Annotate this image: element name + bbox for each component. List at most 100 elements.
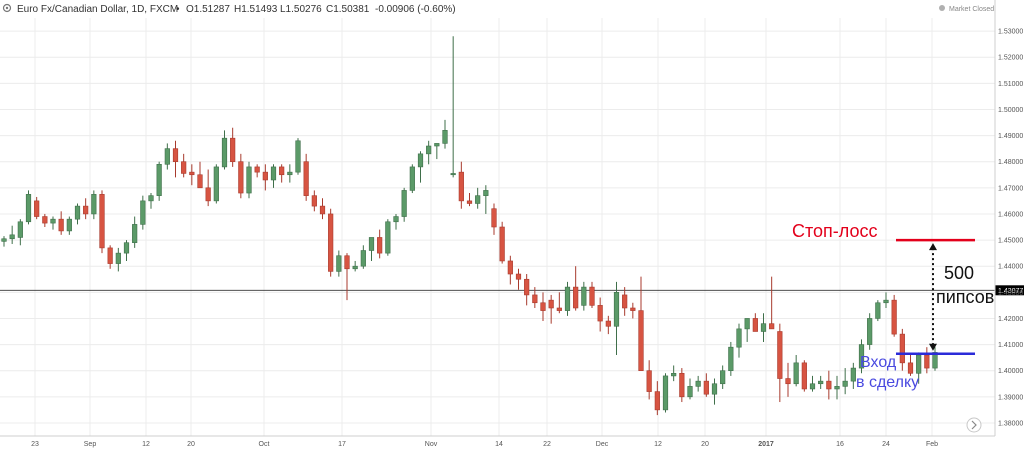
- candle: [818, 375, 824, 389]
- candle-body: [115, 252, 121, 264]
- candle: [115, 247, 121, 272]
- y-tick-label: 1.43000: [998, 290, 1023, 297]
- candle-body: [181, 161, 187, 174]
- candle-body: [475, 195, 481, 204]
- candle: [295, 138, 301, 175]
- y-tick-label: 1.48000: [998, 159, 1023, 166]
- y-tick-label: 1.46000: [998, 211, 1023, 218]
- candle: [34, 196, 40, 220]
- candle: [458, 161, 464, 209]
- candle: [720, 365, 726, 389]
- candle-body: [491, 208, 497, 228]
- candle: [205, 169, 211, 207]
- candle: [564, 281, 571, 316]
- y-tick-label: 1.45000: [998, 238, 1023, 245]
- horizontal-price-line: 1.43077: [0, 285, 1024, 296]
- candle: [573, 266, 579, 311]
- y-tick-label: 1.39000: [998, 394, 1023, 401]
- candle-body: [409, 166, 415, 191]
- candle: [891, 294, 897, 337]
- candle-body: [622, 294, 628, 309]
- candle-body: [932, 352, 938, 369]
- candle: [711, 378, 718, 405]
- y-tick-label: 1.41000: [998, 342, 1023, 349]
- candle: [25, 190, 32, 225]
- candle: [254, 164, 260, 178]
- candle: [246, 161, 252, 199]
- ohlc-low: L1.50276: [280, 4, 322, 15]
- candle: [303, 153, 309, 201]
- candle: [360, 245, 366, 269]
- candle-body: [777, 331, 783, 379]
- candle: [197, 161, 203, 189]
- candle-body: [189, 171, 195, 176]
- candle-body: [883, 299, 889, 304]
- candle: [769, 276, 775, 330]
- candle: [123, 240, 130, 261]
- market-status: Market Closed: [939, 5, 994, 13]
- candle-body: [254, 166, 260, 173]
- candle: [899, 328, 905, 371]
- candle: [17, 219, 23, 246]
- candle: [409, 164, 415, 194]
- symbol-title: Euro Fx/Canadian Dollar, 1D, FXCM: [17, 4, 178, 15]
- candle-body: [744, 318, 750, 330]
- chevron-right-icon: [971, 420, 977, 430]
- candle: [907, 355, 914, 376]
- y-tick-label: 1.40000: [998, 368, 1023, 375]
- y-tick-label: 1.42000: [998, 316, 1023, 323]
- header-dot: •: [176, 4, 180, 15]
- candle: [801, 360, 807, 392]
- candle-body: [205, 187, 211, 202]
- candle-body: [630, 307, 636, 311]
- ohlc-open: O1.51287: [186, 4, 230, 15]
- candle-body: [140, 200, 146, 225]
- x-tick-label: 22: [543, 441, 551, 448]
- candle: [270, 164, 277, 188]
- scroll-right-button[interactable]: [966, 417, 982, 433]
- candle: [924, 347, 930, 374]
- candle-body: [434, 143, 440, 147]
- candle: [319, 198, 326, 220]
- candle-body: [654, 391, 660, 411]
- candle-body: [132, 224, 138, 243]
- candle: [99, 190, 105, 254]
- candle-body: [9, 234, 15, 240]
- distance-unit: пипсов: [936, 287, 994, 307]
- candle-body: [213, 166, 219, 202]
- candle-body: [809, 383, 816, 390]
- settings-gear-icon[interactable]: [2, 3, 12, 13]
- candle: [336, 250, 342, 277]
- candle-body: [66, 218, 72, 232]
- candle-body: [197, 174, 203, 189]
- candle-body: [279, 166, 285, 176]
- candle: [850, 362, 856, 389]
- x-tick-label: Nov: [425, 441, 438, 448]
- candle-body: [711, 383, 718, 395]
- y-tick-label: 1.44000: [998, 264, 1023, 271]
- candle: [466, 193, 473, 207]
- candle: [524, 274, 530, 306]
- y-tick-label: 1.53000: [998, 29, 1023, 36]
- price-tag-bg: [995, 285, 1024, 296]
- candle: [230, 127, 236, 167]
- market-status-dot-icon: [939, 5, 945, 11]
- candle: [834, 375, 840, 400]
- candle: [1, 236, 7, 247]
- x-tick-label: 20: [187, 441, 195, 448]
- candle-body: [907, 362, 914, 374]
- candle: [279, 164, 285, 183]
- candle-body: [532, 294, 538, 304]
- candle-body: [589, 286, 595, 306]
- candle-body: [924, 354, 930, 369]
- candle: [662, 373, 669, 413]
- candle-body: [172, 148, 179, 162]
- candle-body: [336, 255, 342, 272]
- candle-body: [752, 318, 758, 332]
- candle: [352, 260, 358, 272]
- candle: [605, 315, 611, 335]
- candle-body: [17, 221, 23, 238]
- candle-body: [246, 166, 252, 194]
